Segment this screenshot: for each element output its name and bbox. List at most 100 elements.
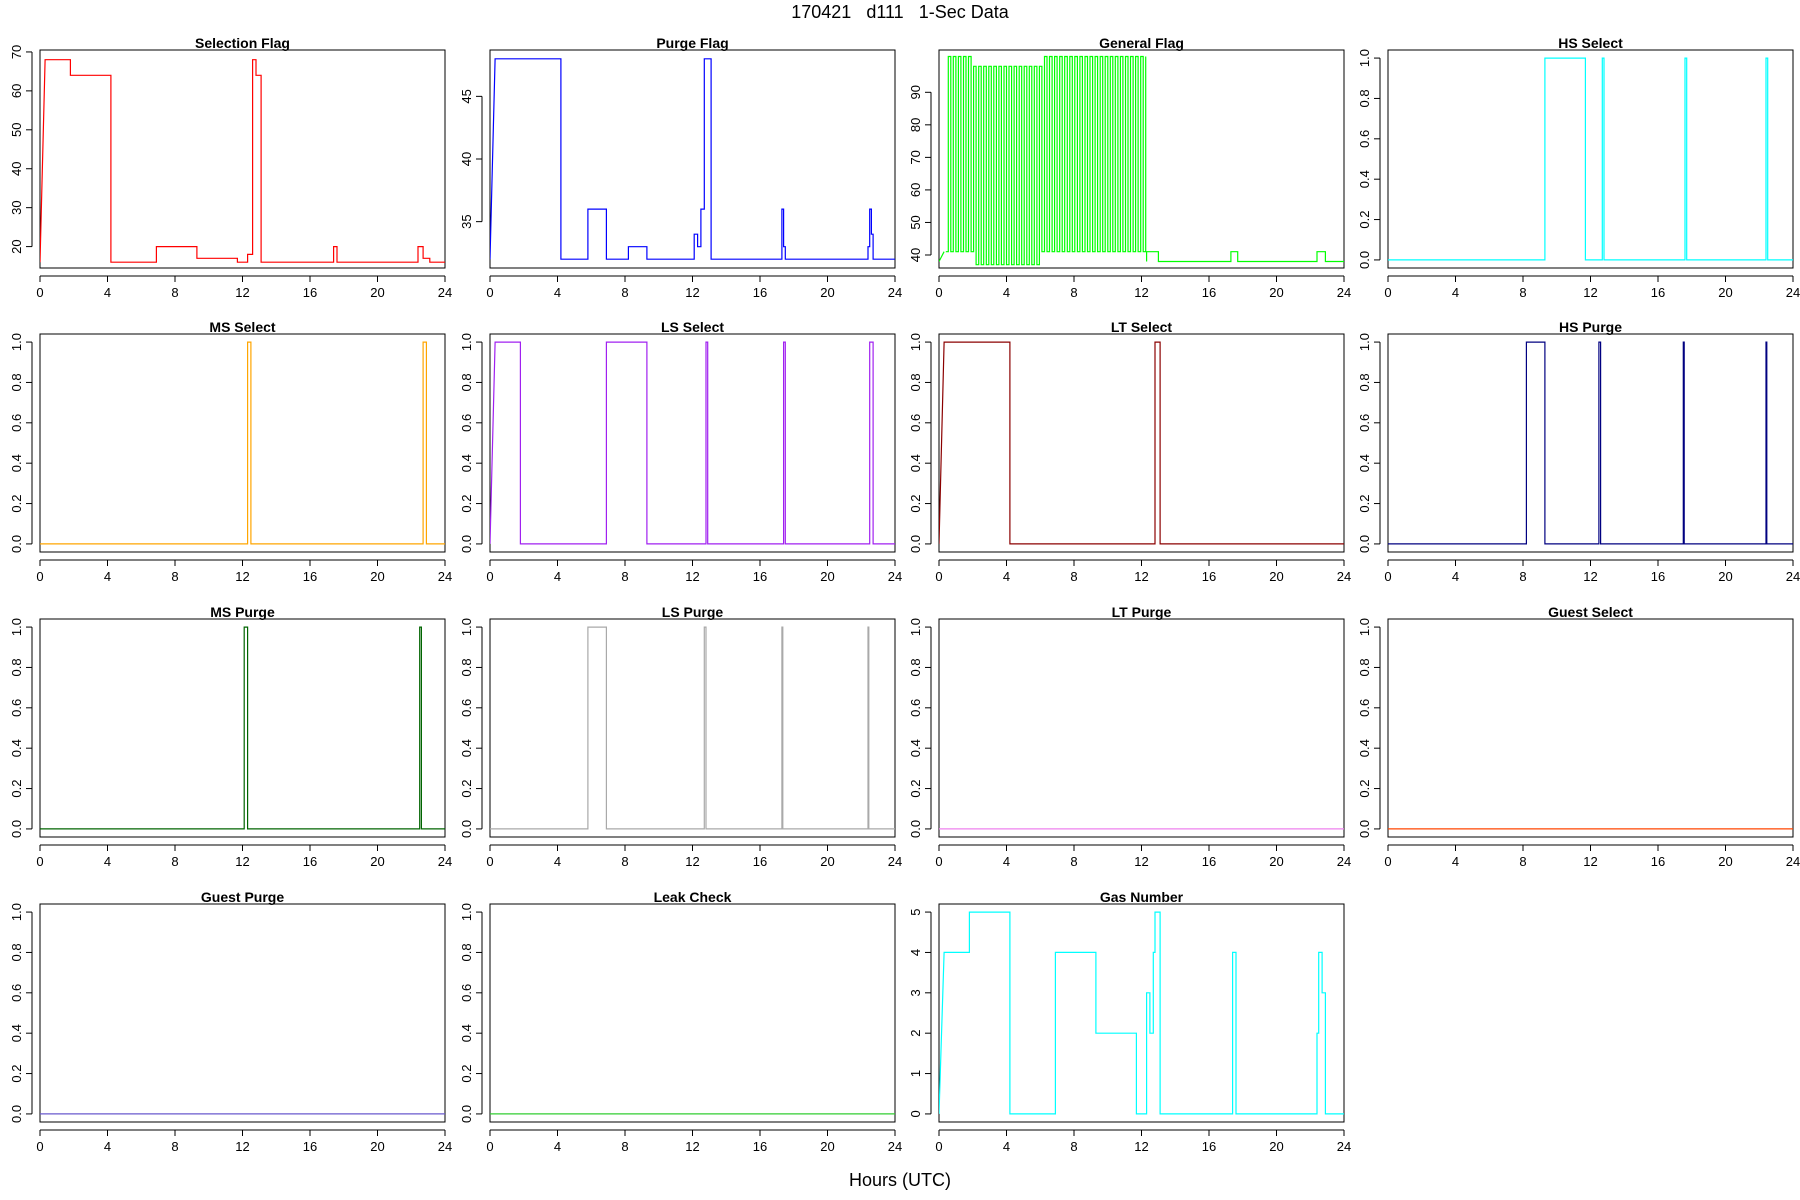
y-tick-label: 0.4 [9, 454, 24, 472]
x-tick-label: 16 [303, 854, 317, 869]
series-group [490, 58, 895, 260]
plot-frame [489, 618, 896, 838]
x-tick-label: 8 [621, 854, 628, 869]
y-tick-label: 1.0 [9, 333, 24, 351]
series-line-lt-select [939, 341, 1344, 545]
y-tick-label: 0.0 [1357, 251, 1372, 269]
x-tick-label: 0 [935, 854, 942, 869]
x-tick-label: 0 [1384, 285, 1391, 300]
x-tick-label: 24 [888, 569, 902, 584]
y-tick-label: 0.6 [1357, 414, 1372, 432]
panel-leak-check: Leak Check 0 4 8 12 16 20 24 0.0 0.2 0.4 0.6 0.8 1.0 [459, 889, 902, 1154]
y-tick-label: 3 [908, 989, 923, 996]
panel-lt-purge: LT Purge 0 4 8 12 16 20 24 0.0 0.2 0.4 0.6 0.8 1.0 [908, 604, 1351, 869]
x-tick-label: 12 [685, 1139, 699, 1154]
panel-title: General Flag [1099, 35, 1184, 51]
panel-ls-purge: LS Purge 0 4 8 12 16 20 24 0.0 0.2 0.4 0.6 0.8 1.0 [459, 604, 902, 869]
series-line-ms-select [40, 341, 445, 545]
x-tick-label: 0 [486, 854, 493, 869]
y-tick-label: 60 [9, 84, 24, 98]
panel-ms-purge: MS Purge 0 4 8 12 16 20 24 0.0 0.2 0.4 0.6 0.8 1.0 [9, 604, 452, 869]
panel-purge-flag: Purge Flag 0 4 8 12 16 20 24 35 40 45 [459, 35, 902, 300]
x-tick-label: 24 [1337, 285, 1351, 300]
y-tick-label: 80 [908, 118, 923, 132]
y-tick-label: 0.8 [1357, 89, 1372, 107]
x-tick-label: 20 [820, 285, 834, 300]
y-tick-label: 45 [459, 89, 474, 103]
x-tick-label: 20 [1269, 569, 1283, 584]
series-line-hs-select [1388, 57, 1793, 261]
series-group [490, 341, 895, 545]
y-tick-label: 0.4 [1357, 170, 1372, 188]
x-tick-label: 0 [935, 285, 942, 300]
x-tick-label: 16 [1651, 854, 1665, 869]
y-tick-label: 0.0 [908, 535, 923, 553]
x-tick-label: 12 [1134, 569, 1148, 584]
panel-title: MS Purge [210, 604, 275, 620]
y-tick-label: 40 [9, 161, 24, 175]
plot-frame [938, 333, 1345, 553]
y-tick-label: 0.2 [459, 780, 474, 798]
x-tick-label: 16 [1202, 285, 1216, 300]
series-line-gas-number [939, 911, 1344, 1115]
x-tick-label: 12 [235, 285, 249, 300]
x-tick-label: 20 [1269, 854, 1283, 869]
series-group [490, 626, 895, 830]
x-tick-label: 24 [1337, 1139, 1351, 1154]
series-line-ls-purge [490, 626, 895, 830]
y-tick-label: 1.0 [908, 618, 923, 636]
panel-title: Purge Flag [656, 35, 728, 51]
y-tick-label: 0.6 [9, 984, 24, 1002]
x-tick-label: 20 [370, 569, 384, 584]
series-line-general-flag [939, 251, 945, 262]
y-tick-label: 1 [908, 1070, 923, 1077]
x-tick-label: 4 [104, 285, 111, 300]
panel-title: Guest Select [1548, 604, 1633, 620]
x-tick-label: 24 [1786, 569, 1800, 584]
series-line-ls-select [490, 341, 895, 545]
y-tick-label: 50 [908, 215, 923, 229]
x-tick-label: 16 [753, 1139, 767, 1154]
x-tick-label: 16 [1651, 569, 1665, 584]
y-tick-label: 0.0 [908, 820, 923, 838]
x-tick-label: 20 [1269, 1139, 1283, 1154]
x-tick-label: 24 [888, 1139, 902, 1154]
y-tick-label: 0.6 [9, 414, 24, 432]
y-tick-label: 0.2 [908, 780, 923, 798]
x-tick-label: 4 [1452, 854, 1459, 869]
y-tick-label: 1.0 [459, 333, 474, 351]
y-tick-label: 0.2 [9, 495, 24, 513]
x-tick-label: 16 [753, 569, 767, 584]
x-tick-label: 16 [753, 285, 767, 300]
y-tick-label: 0.8 [908, 658, 923, 676]
x-tick-label: 0 [935, 1139, 942, 1154]
y-tick-label: 1.0 [1357, 333, 1372, 351]
x-tick-label: 12 [1134, 285, 1148, 300]
x-tick-label: 16 [303, 285, 317, 300]
x-tick-label: 8 [171, 1139, 178, 1154]
x-tick-label: 8 [621, 1139, 628, 1154]
panel-ms-select: MS Select 0 4 8 12 16 20 24 0.0 0.2 0.4 0.6 0.8 1.0 [9, 319, 452, 584]
x-tick-label: 20 [820, 854, 834, 869]
y-tick-label: 0.6 [1357, 130, 1372, 148]
panel-hs-purge: HS Purge 0 4 8 12 16 20 24 0.0 0.2 0.4 0.6 0.8 1.0 [1357, 319, 1800, 584]
series-group [1388, 341, 1793, 545]
x-tick-label: 24 [1786, 854, 1800, 869]
y-tick-label: 1.0 [9, 903, 24, 921]
y-tick-label: 4 [908, 949, 923, 956]
x-tick-label: 24 [1337, 569, 1351, 584]
series-group [40, 59, 445, 263]
x-tick-label: 0 [36, 285, 43, 300]
y-tick-label: 0.0 [9, 820, 24, 838]
y-tick-label: 0.2 [1357, 780, 1372, 798]
x-tick-label: 0 [486, 285, 493, 300]
y-tick-label: 0.0 [9, 1105, 24, 1123]
y-tick-label: 0.6 [1357, 699, 1372, 717]
plot-frame [489, 903, 896, 1123]
plot-frame [39, 333, 446, 553]
x-tick-label: 4 [1452, 285, 1459, 300]
x-tick-label: 16 [303, 569, 317, 584]
x-tick-label: 16 [1202, 569, 1216, 584]
x-tick-label: 0 [935, 569, 942, 584]
series-group [939, 911, 1344, 1115]
